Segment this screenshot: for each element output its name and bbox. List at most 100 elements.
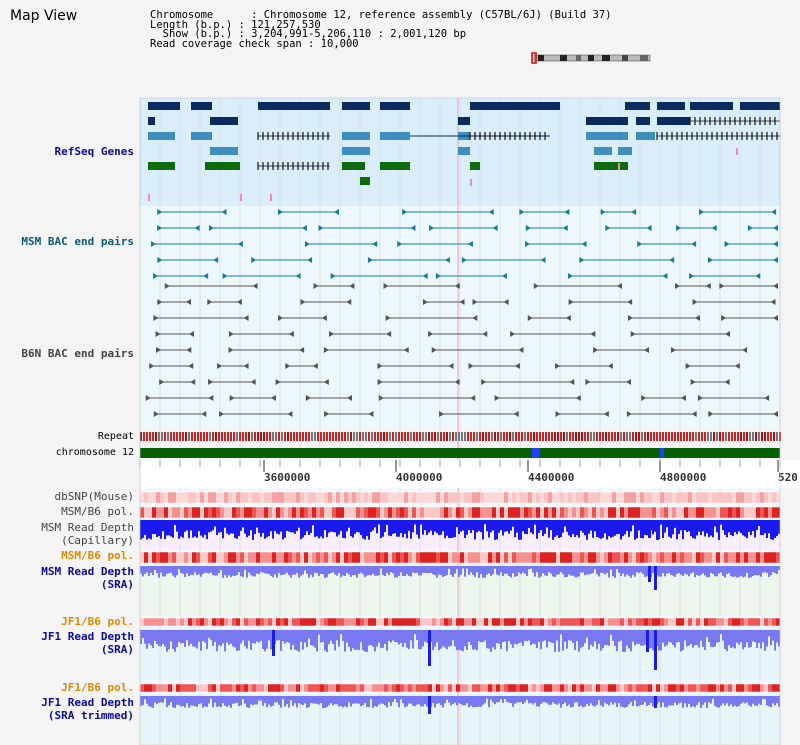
jf1-sra-depth-bar (314, 630, 316, 648)
snp-density-cell (288, 552, 292, 563)
snp-density-cell (368, 618, 372, 626)
msm-cap-depth-bar (450, 520, 452, 538)
jf1-trim-depth-bar (682, 696, 684, 708)
snp-density-cell (644, 492, 648, 503)
msm-read-depth-sra-label[interactable]: MSM Read Depth (41, 565, 134, 578)
refseq-genes-label[interactable]: RefSeq Genes (54, 145, 134, 158)
b6n-bac-end (510, 331, 516, 337)
snp-density-cell (180, 618, 184, 626)
snp-density-cell (564, 492, 568, 503)
jf1-trim-depth-bar (294, 696, 296, 704)
snp-density-cell (472, 492, 476, 503)
gene-exon (342, 102, 370, 110)
jf1-trim-depth-bar (570, 696, 572, 708)
msm-read-depth-cap-label[interactable]: MSM Read Depth (41, 521, 134, 534)
b6n-bac-end (185, 299, 191, 305)
jf1-read-depth-sra-label[interactable]: JF1 Read Depth (41, 630, 134, 643)
repeat-block (380, 432, 382, 441)
jf1-trim-depth-bar (184, 696, 186, 708)
repeat-block (269, 432, 271, 441)
snp-density-cell (412, 618, 416, 626)
msm-cap-depth-bar (292, 520, 294, 533)
b6n-bac-label[interactable]: B6N BAC end pairs (21, 347, 134, 360)
repeat-block (749, 432, 751, 441)
snp-density-cell (776, 618, 780, 626)
jf1-sra-depth-bar (734, 630, 736, 649)
msm-sra-depth-bar (142, 566, 144, 577)
repeat-block (299, 432, 301, 441)
gene-exon (210, 117, 238, 125)
msm-sra-depth-bar (146, 566, 148, 573)
jf1-sra-depth-bar (590, 630, 592, 645)
snp-density-cell (696, 492, 700, 503)
snp-density-cell (616, 618, 620, 626)
jf1-sra-depth-bar (264, 630, 266, 652)
msm-sra-depth-bar (218, 566, 220, 574)
jf1-trim-depth-bar (236, 696, 238, 703)
msm-cap-depth-bar (176, 520, 178, 532)
msm-cap-depth-bar (458, 520, 460, 535)
jf1-trim-depth-bar (758, 696, 760, 704)
jf1-b6-pol-2-label[interactable]: JF1/B6 pol. (61, 681, 134, 694)
jf1-sra-depth-bar (226, 630, 228, 643)
snp-density-cell (192, 552, 196, 563)
snp-density-cell (668, 684, 672, 692)
msm-cap-depth-bar (774, 520, 776, 539)
msm-sra-depth-bar (664, 566, 666, 577)
repeat-block (581, 432, 583, 441)
repeat-block (692, 432, 694, 441)
repeat-block (650, 432, 652, 441)
jf1-trim-depth-bar (286, 696, 288, 705)
msm-sra-depth-bar (224, 566, 226, 576)
dbsnp-label[interactable]: dbSNP(Mouse) (54, 490, 134, 503)
msm-bac-end (724, 241, 730, 247)
repeat-block (740, 432, 742, 441)
snp-density-cell (460, 684, 464, 692)
msm-sra-depth-bar (306, 566, 308, 574)
msm-b6-pol-label[interactable]: MSM/B6 pol. (61, 505, 134, 518)
msm-cap-depth-bar (246, 520, 248, 538)
jf1-trim-depth-bar (488, 696, 490, 708)
b6n-bac-end (555, 363, 561, 369)
msm-cap-depth-bar (166, 520, 168, 536)
snp-density-cell (560, 552, 564, 563)
jf1-read-depth-trim-label[interactable]: JF1 Read Depth (41, 696, 134, 709)
chromosome-ideogram[interactable] (530, 52, 652, 64)
snp-density-cell (708, 684, 712, 692)
snp-density-cell (500, 507, 504, 518)
snp-density-cell (640, 618, 644, 626)
jf1-sra-depth-bar (754, 630, 756, 643)
repeat-block (224, 432, 226, 441)
gene-exon (342, 162, 365, 170)
snp-density-cell (224, 618, 228, 626)
msm-cap-depth-bar (764, 520, 766, 534)
jf1-trim-depth-bar (564, 696, 566, 703)
jf1-trim-depth-bar (464, 696, 466, 706)
jf1-sra-depth-bar (366, 630, 368, 652)
snp-density-cell (672, 618, 676, 626)
snp-density-cell (320, 492, 324, 503)
msm-b6-pol-2-label[interactable]: MSM/B6 pol. (61, 549, 134, 562)
msm-cap-depth-bar (394, 520, 396, 534)
jf1-sra-depth-bar (402, 630, 404, 648)
jf1-b6-pol-label[interactable]: JF1/B6 pol. (61, 615, 134, 628)
msm-cap-depth-bar (524, 520, 526, 535)
msm-cap-depth-bar (676, 520, 678, 540)
msm-bac-label[interactable]: MSM BAC end pairs (21, 235, 134, 248)
msm-sra-depth-bar (760, 566, 762, 577)
jf1-trim-depth-bar (726, 696, 728, 704)
msm-cap-depth-bar (156, 520, 158, 537)
jf1-trim-depth-bar (260, 696, 262, 701)
msm-cap-depth-bar (388, 520, 390, 536)
track-panel-border (139, 97, 781, 745)
snp-density-cell (308, 618, 312, 626)
msm-cap-depth-bar (644, 520, 646, 535)
snp-density-cell (256, 492, 260, 503)
snp-density-cell (348, 552, 352, 563)
jf1-trim-depth-bar (176, 696, 178, 705)
snp-density-cell (292, 618, 296, 626)
repeat-block (554, 432, 556, 441)
jf1-trim-depth-bar (348, 696, 350, 703)
msm-cap-depth-bar (556, 520, 558, 536)
